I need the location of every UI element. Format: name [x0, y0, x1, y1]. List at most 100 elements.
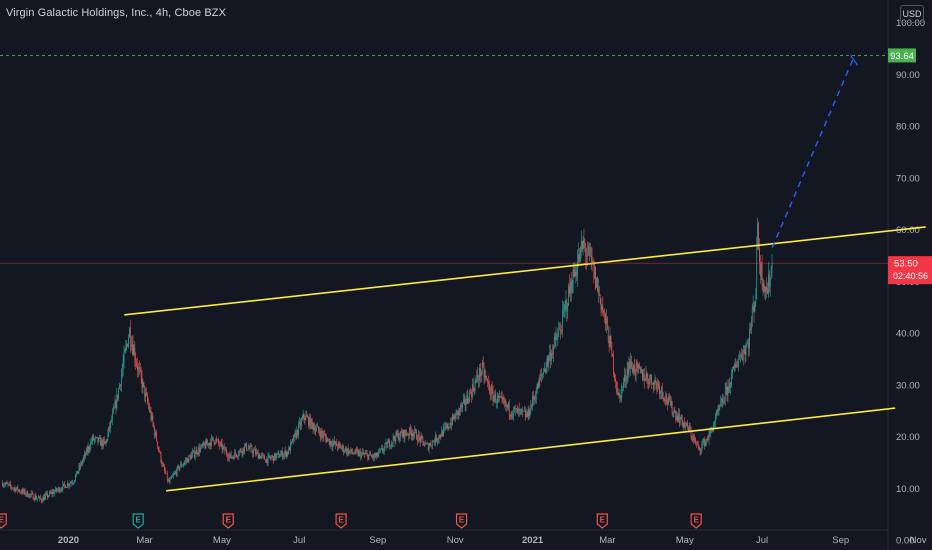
candle-body — [449, 427, 451, 428]
candle-body — [551, 352, 552, 362]
candle-body — [475, 379, 477, 382]
candle-body — [282, 455, 284, 458]
candle-body — [160, 452, 162, 462]
candle-body — [156, 432, 157, 442]
candle-body — [380, 448, 381, 451]
candle-body — [709, 432, 711, 434]
candle-body — [54, 491, 56, 494]
candle-body — [107, 433, 109, 441]
candle-body — [145, 392, 146, 398]
candle-body — [211, 437, 213, 439]
candle-body — [44, 495, 46, 501]
candle-body — [184, 460, 186, 463]
candle-body — [376, 453, 378, 457]
candle-body — [513, 407, 515, 415]
candle-body — [558, 329, 560, 335]
candle-body — [640, 368, 641, 373]
candle-body — [267, 455, 269, 464]
candle-body — [120, 384, 121, 387]
candle-body — [600, 298, 602, 310]
candle-body — [520, 409, 522, 411]
candle-body — [430, 443, 432, 446]
candle-body — [141, 376, 143, 389]
candle-body — [369, 453, 371, 456]
candle-body — [710, 428, 712, 433]
candle-body — [364, 453, 366, 455]
candle-body — [413, 433, 415, 437]
candle-body — [482, 362, 484, 367]
candle-body — [451, 422, 452, 425]
candle-body — [351, 448, 353, 453]
candle-body — [471, 384, 473, 397]
candle-body — [559, 329, 560, 330]
candle-body — [494, 393, 496, 398]
candle-body — [614, 373, 615, 379]
candle-body — [72, 483, 74, 484]
candle-body — [219, 442, 221, 446]
candle-body — [240, 449, 242, 452]
candle-body — [264, 459, 266, 463]
candle-body — [4, 483, 6, 485]
candle-body — [165, 473, 167, 475]
candle-body — [557, 334, 559, 340]
candle-body — [570, 281, 571, 294]
candle-body — [94, 437, 96, 440]
candle-body — [385, 442, 387, 444]
candle-body — [291, 438, 293, 442]
candle-body — [417, 434, 419, 442]
candle-body — [265, 459, 267, 463]
candle-body — [392, 436, 394, 443]
candle-body — [301, 418, 303, 420]
candle-body — [246, 449, 248, 451]
candle-body — [612, 354, 614, 357]
candle-body — [354, 449, 356, 454]
x-tick-label: 2021 — [522, 535, 544, 546]
candle-body — [641, 369, 642, 373]
candle-body — [124, 349, 126, 353]
candle-body — [722, 398, 723, 403]
candle-body — [270, 457, 272, 459]
candle-body — [153, 423, 155, 428]
candle-body — [33, 499, 35, 501]
candle-body — [135, 359, 137, 363]
candle-body — [716, 409, 718, 416]
candle-body — [749, 329, 750, 348]
candle-body — [237, 456, 238, 457]
target-label-bg — [888, 48, 916, 63]
candle-body — [96, 437, 98, 438]
candle-body — [59, 490, 61, 492]
candle-body — [527, 408, 529, 417]
candle-body — [209, 442, 210, 446]
candle-body — [40, 499, 42, 501]
candle-body — [84, 453, 86, 456]
candle-body — [180, 463, 182, 468]
candle-body — [52, 491, 54, 495]
candle-body — [740, 354, 741, 356]
candle-body — [530, 404, 532, 414]
candle-body — [274, 453, 276, 459]
candle-body — [594, 267, 596, 279]
candle-body — [25, 494, 27, 495]
candle-body — [174, 472, 176, 474]
candle-body — [362, 452, 363, 454]
candle-body — [660, 391, 661, 394]
candle-body — [35, 495, 37, 500]
candle-body — [531, 404, 533, 406]
candle-body — [647, 377, 649, 384]
candle-body — [401, 433, 403, 436]
candle-body — [377, 454, 379, 457]
candle-body — [692, 437, 694, 441]
earnings-marker — [0, 513, 7, 529]
candle-body — [443, 427, 444, 437]
candle-body — [226, 450, 227, 455]
candle-body — [462, 399, 464, 403]
candle-body — [280, 454, 281, 457]
candle-body — [382, 451, 384, 452]
candle-body — [337, 442, 339, 448]
currency-button[interactable]: USD — [900, 5, 924, 23]
candle-body — [700, 450, 702, 452]
candle-body — [221, 442, 223, 450]
candle-body — [511, 415, 513, 417]
candle-body — [496, 402, 497, 404]
